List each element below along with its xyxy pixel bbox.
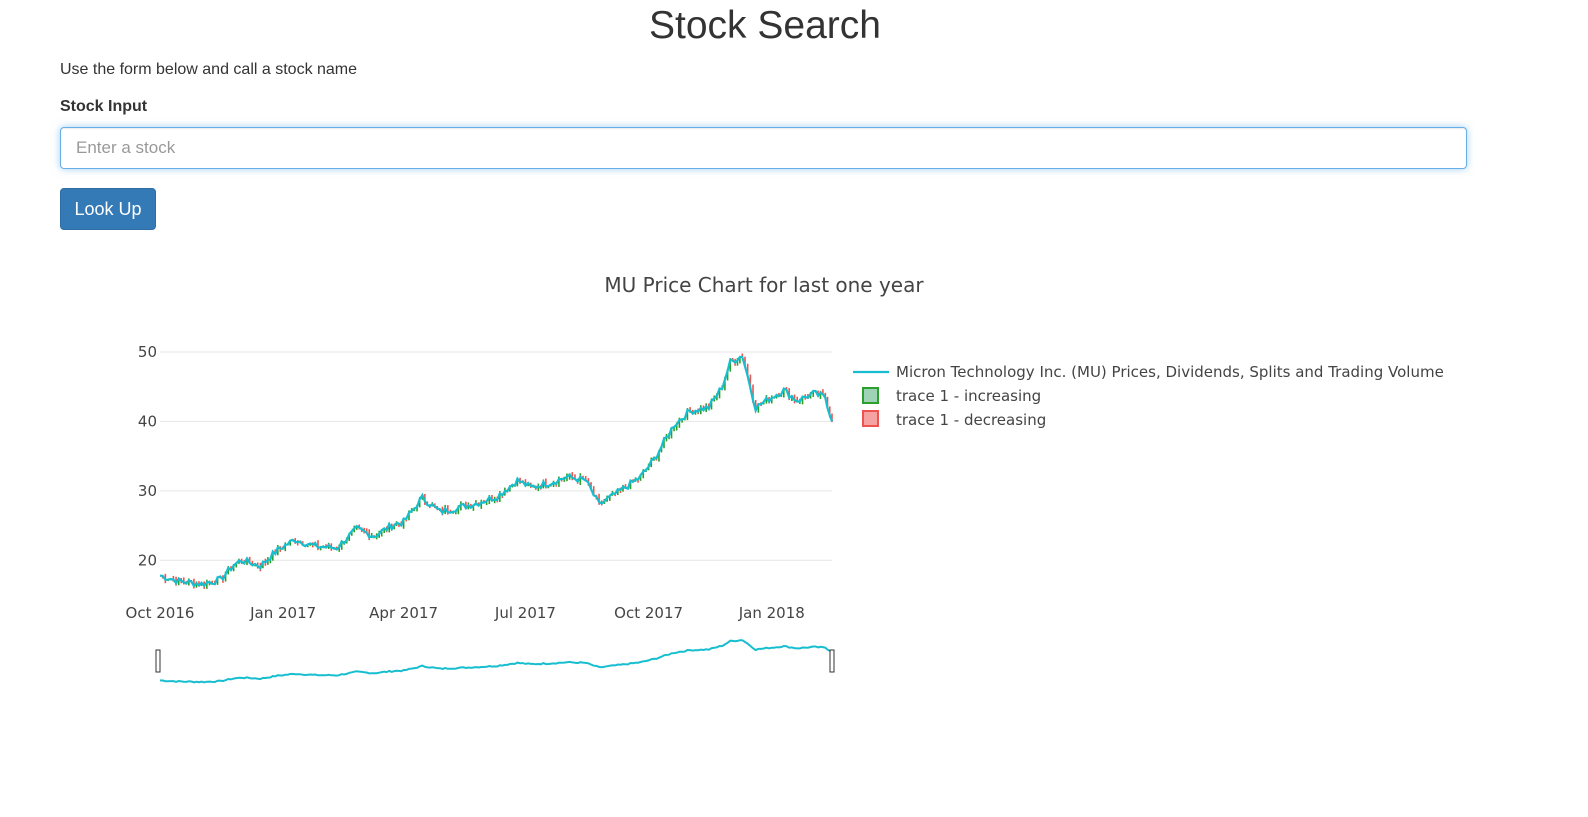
legend-item-decreasing[interactable]: trace 1 - decreasing [862,410,1046,429]
candlestick-layer [161,353,833,589]
x-tick-label: Apr 2017 [369,604,438,622]
legend-item-line[interactable]: Micron Technology Inc. (MU) Prices, Divi… [853,363,1444,381]
stock-input[interactable] [60,127,1467,169]
y-tick-label: 40 [138,412,157,430]
range-slider-line [159,639,833,684]
x-tick-label: Oct 2016 [126,604,195,622]
chart-legend: Micron Technology Inc. (MU) Prices, Divi… [853,363,1444,429]
legend-item-increasing[interactable]: trace 1 - increasing [862,387,1041,405]
chart-title: MU Price Chart for last one year [604,273,924,297]
x-tick-label: Oct 2017 [614,604,683,622]
legend-label-line: Micron Technology Inc. (MU) Prices, Divi… [896,363,1444,381]
legend-label-increasing: trace 1 - increasing [896,387,1041,405]
x-tick-label: Jan 2017 [249,604,316,622]
look-up-button[interactable]: Look Up [60,188,156,230]
y-tick-label: 20 [138,551,157,569]
range-slider-right-handle[interactable] [829,649,835,673]
intro-text: Use the form below and call a stock name [60,61,358,78]
chart-gridlines [160,351,832,561]
y-tick-label: 30 [138,482,157,500]
range-slider-left-handle[interactable] [155,649,161,673]
legend-label-decreasing: trace 1 - decreasing [896,411,1046,429]
x-tick-label: Jul 2017 [494,604,556,622]
stock-input-label: Stock Input [60,98,148,115]
y-axis-ticks: 20 30 40 50 [138,343,157,569]
x-tick-label: Jan 2018 [738,604,805,622]
y-tick-label: 50 [138,343,157,361]
price-line [159,355,834,588]
x-axis-ticks: Oct 2016 Jan 2017 Apr 2017 Jul 2017 Oct 2017… [126,604,805,622]
page-title: Stock Search [649,4,881,47]
range-slider[interactable] [155,639,835,684]
